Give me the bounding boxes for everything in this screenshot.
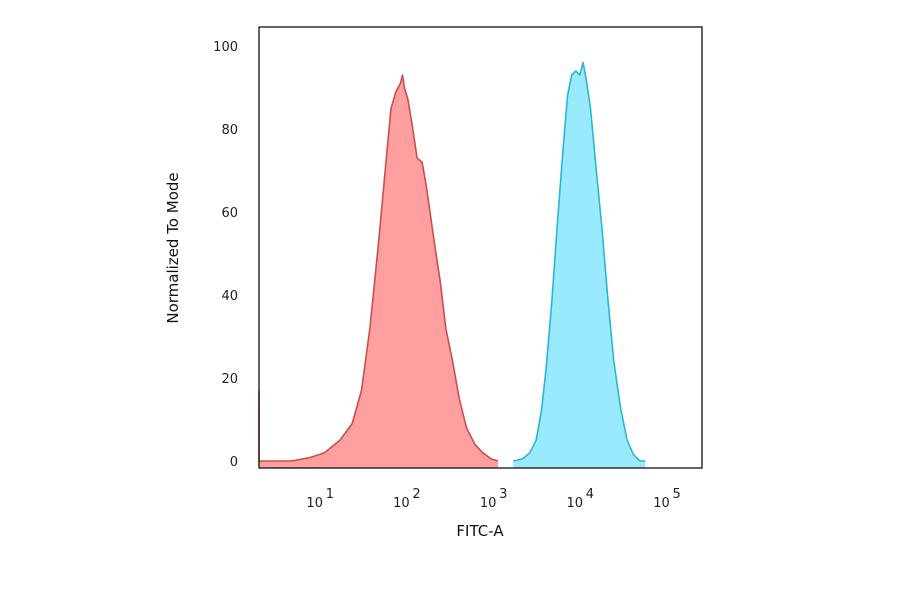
x-tick-label: 105: [653, 487, 681, 511]
y-axis-ticks: 0 20 40 60 80 100: [213, 40, 238, 470]
plot-frame: [258, 26, 703, 469]
x-tick-label: 104: [567, 487, 595, 511]
x-tick-exponent: 3: [499, 487, 507, 502]
x-tick-exponent: 5: [673, 487, 681, 502]
y-axis-title: Normalized To Mode: [164, 172, 182, 323]
y-tick-label: 80: [221, 123, 238, 138]
x-tick-exponent: 2: [412, 487, 420, 502]
y-tick-label: 100: [213, 40, 238, 55]
series-layer: [258, 61, 646, 468]
x-tick-label: 103: [480, 487, 508, 511]
x-axis-title: FITC-A: [456, 522, 504, 540]
x-tick-base: 10: [480, 496, 497, 511]
histogram-series-2-fill: [513, 62, 646, 468]
histogram-series-2-line: [513, 61, 646, 462]
y-tick-label: 60: [221, 206, 238, 221]
x-tick-base: 10: [653, 496, 670, 511]
x-tick-base: 10: [567, 496, 584, 511]
x-tick-label: 101: [306, 487, 334, 511]
y-tick-label: 40: [221, 289, 238, 304]
x-tick-base: 10: [393, 496, 410, 511]
y-tick-label: 20: [221, 372, 238, 387]
histogram-series-1-fill: [259, 75, 498, 468]
x-tick-label: 102: [393, 487, 421, 511]
x-tick-exponent: 4: [586, 487, 594, 502]
histogram-series-1-line: [258, 74, 499, 462]
x-tick-base: 10: [306, 496, 323, 511]
y-tick-label: 0: [230, 455, 238, 470]
x-tick-exponent: 1: [326, 487, 334, 502]
